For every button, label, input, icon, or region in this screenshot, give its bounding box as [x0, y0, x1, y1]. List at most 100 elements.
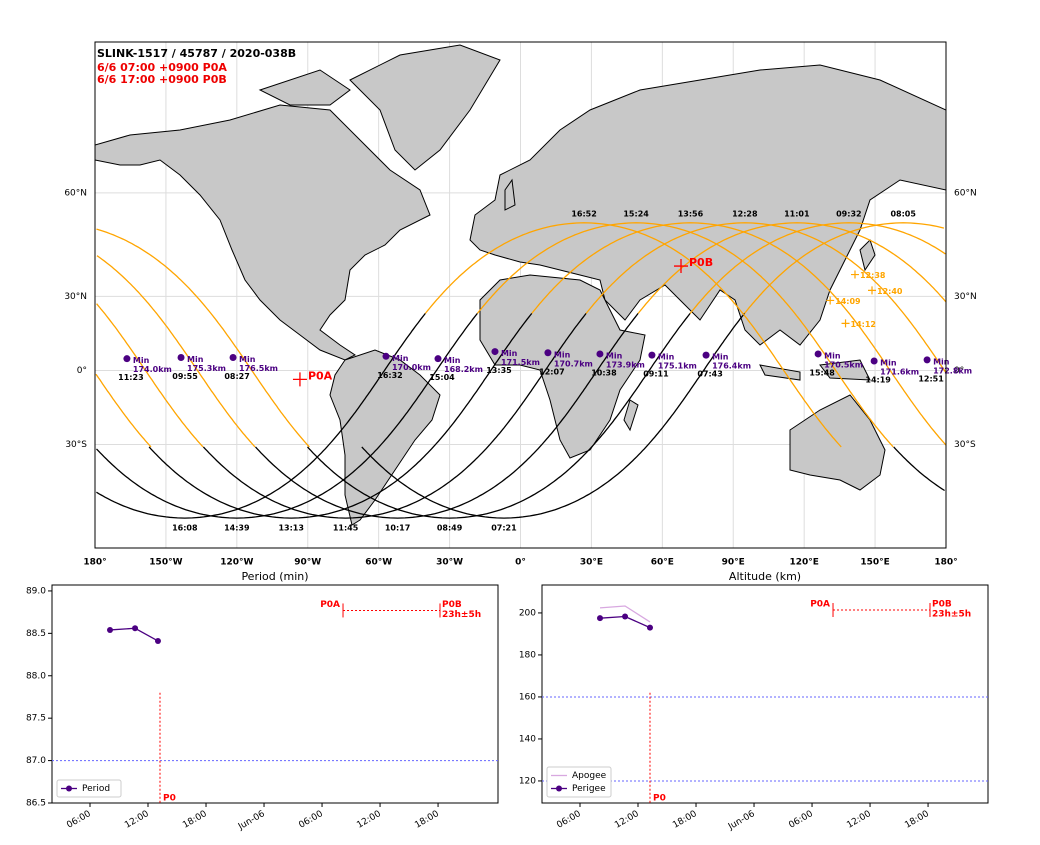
min-time-label: 15:48: [809, 368, 835, 377]
min-time-label: 09:11: [643, 370, 669, 379]
pass-time-label: 16:52: [571, 209, 596, 218]
x-tick-label: Jun-06: [236, 809, 267, 833]
legend-label: Apogee: [572, 771, 607, 781]
min-label: Min: [658, 353, 675, 362]
plot-area: [51, 584, 499, 804]
pass-time-label: 07:21: [491, 524, 517, 533]
min-label: Min: [933, 357, 950, 366]
y-tick-label: 200: [519, 608, 536, 618]
min-alt-label: 171.6km: [880, 368, 919, 377]
y-tick-label: 30°S: [65, 440, 87, 450]
time-mark: [850, 270, 859, 279]
series-line: [599, 605, 651, 623]
min-time-label: 14:19: [865, 376, 891, 385]
y-tick-label: 89.0: [26, 586, 46, 596]
time-mark: [868, 286, 877, 295]
legend-label: Perigee: [572, 784, 606, 794]
time-mark: [841, 319, 850, 328]
x-tick-label: 06:00: [65, 809, 93, 831]
x-tick-label: 06:00: [297, 809, 325, 831]
min-label: Min: [712, 353, 729, 362]
pass-time-label: 09:32: [836, 209, 861, 218]
charts: Period (min) 86.5 87.0 87.5 88.0 88.5 89.0 06:0…: [26, 570, 989, 833]
x-tick-label: 60°W: [365, 558, 392, 568]
x-tick-label: 180°: [83, 558, 106, 568]
map-title: SLINK-1517 / 45787 / 2020-038B: [97, 47, 296, 60]
min-time-label: 09:55: [172, 372, 198, 381]
y-tick-label: 140: [519, 734, 536, 744]
legend-marker: [556, 785, 562, 792]
time-mark: [826, 296, 835, 305]
x-tick-label: 18:00: [413, 809, 441, 831]
window-label: 23h±5h: [442, 610, 481, 620]
min-point: [870, 357, 878, 365]
pass-time-label: 13:13: [278, 524, 303, 533]
indonesia: [759, 364, 801, 381]
min-label: Min: [444, 356, 461, 365]
ground-track: [96, 222, 945, 448]
y-tick-label: 0°: [954, 366, 964, 376]
ground-track: [255, 313, 639, 519]
ground-track: [202, 313, 587, 519]
y-tick-label: 60°N: [954, 188, 977, 198]
y-tick-label: 30°N: [64, 292, 87, 302]
min-time-label: 12:51: [918, 374, 944, 383]
series-marker: [646, 624, 653, 631]
x-tick-label: Jun-06: [726, 809, 757, 833]
min-point: [544, 349, 552, 357]
target-label: P0A: [308, 369, 333, 382]
min-alt-label: 170.0km: [392, 363, 431, 372]
min-label: Min: [501, 349, 518, 358]
ground-track: [96, 222, 946, 448]
min-label: Min: [133, 356, 150, 365]
min-point: [382, 352, 390, 360]
map-subtitle: 6/6 07:00 +0900 P0A: [97, 61, 227, 74]
y-tick-label: 87.5: [26, 714, 46, 724]
y-tick-label: 60°N: [64, 188, 87, 198]
min-label: Min: [239, 355, 256, 364]
min-point: [491, 348, 499, 356]
min-label: Min: [824, 351, 841, 360]
min-alt-label: 175.1km: [658, 362, 697, 371]
x-tick-label: 06:00: [787, 809, 815, 831]
y-tick-label: 30°N: [954, 292, 977, 302]
min-time-label: 11:23: [118, 373, 143, 382]
min-point: [648, 351, 656, 359]
ground-track: [424, 222, 842, 448]
ground-track: [148, 312, 533, 519]
min-alt-label: 175.3km: [187, 364, 226, 373]
pass-time-label: 08:05: [890, 209, 916, 218]
window-label: P0A: [320, 600, 340, 610]
pass-time-label: 11:45: [333, 524, 359, 533]
x-tick-label: 120°W: [220, 558, 253, 568]
britain: [504, 178, 516, 211]
min-point: [923, 356, 931, 364]
min-alt-label: 170.7km: [554, 359, 593, 368]
chart-title: Period (min): [241, 570, 308, 583]
ground-track: [96, 222, 946, 448]
legend-label: Period: [82, 784, 110, 794]
map-overlay: 180° 150°W 120°W 90°W 60°W 30°W 0° 30°E 60°E 90°E…: [64, 188, 976, 567]
africa: [479, 274, 646, 459]
min-time-label: 16:32: [377, 371, 402, 380]
map-frame: [94, 41, 947, 549]
ground-track: [361, 313, 746, 519]
min-point: [177, 353, 185, 361]
pass-time-label: 11:01: [784, 209, 810, 218]
x-tick-label: 30°E: [580, 558, 603, 568]
x-tick-label: 150°W: [149, 558, 182, 568]
legend-marker: [66, 785, 72, 792]
plot-area: [541, 584, 989, 804]
y-tick-label: 87.0: [26, 756, 46, 766]
x-tick-label: 120°E: [789, 558, 818, 568]
min-alt-label: 176.5km: [239, 364, 278, 373]
y-tick-label: 30°S: [954, 440, 976, 450]
min-time-label: 12:07: [539, 367, 564, 376]
window-label: 23h±5h: [932, 609, 971, 619]
min-point: [702, 351, 710, 359]
y-tick-label: 0°: [77, 366, 87, 376]
min-point: [434, 355, 442, 363]
min-point: [814, 350, 822, 358]
ground-track: [95, 222, 946, 448]
